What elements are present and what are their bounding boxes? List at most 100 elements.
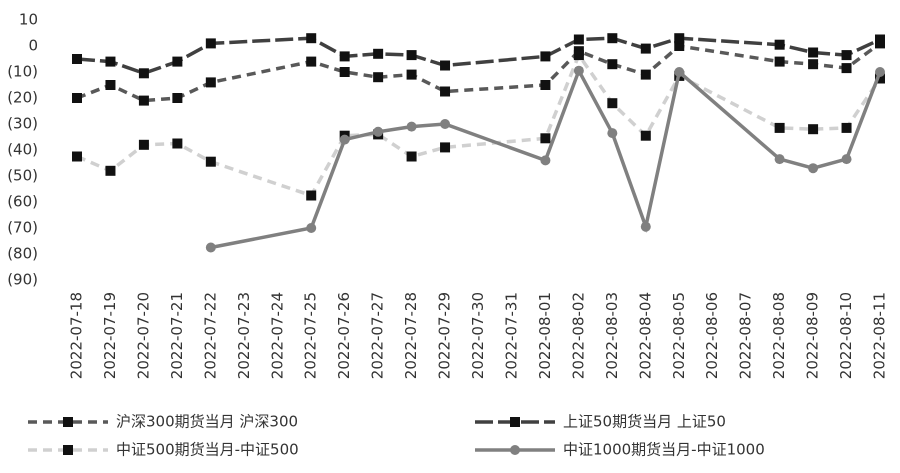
marker (406, 50, 417, 61)
marker (172, 56, 183, 67)
marker (607, 59, 618, 70)
marker (774, 39, 785, 50)
y-tick-label: (10) (7, 63, 38, 81)
marker (841, 122, 852, 133)
y-tick-label: (60) (7, 193, 38, 211)
marker (440, 60, 451, 71)
marker (640, 221, 651, 232)
marker (105, 165, 116, 176)
marker (808, 124, 819, 135)
x-tick-label: 2022-07-20 (134, 292, 152, 379)
x-tick-label: 2022-07-24 (268, 292, 286, 379)
marker (841, 154, 852, 165)
marker (573, 65, 584, 76)
marker (674, 41, 685, 51)
marker (172, 93, 183, 103)
marker (607, 98, 618, 109)
marker (339, 134, 350, 145)
legend-label: 沪深300期货当月 沪深300 (116, 413, 298, 431)
y-tick-label: 0 (28, 37, 38, 55)
marker (640, 69, 651, 80)
marker (808, 163, 819, 174)
marker (406, 69, 417, 80)
x-tick-label: 2022-07-23 (235, 292, 253, 379)
marker (306, 190, 317, 201)
legend-label: 上证50期货当月 上证50 (563, 413, 726, 431)
marker (774, 154, 785, 165)
x-tick-label: 2022-08-11 (871, 292, 889, 379)
marker (72, 54, 82, 64)
x-tick-label: 2022-08-08 (770, 292, 788, 379)
legend-marker (510, 445, 520, 455)
marker (607, 128, 618, 139)
x-tick-label: 2022-08-04 (636, 292, 654, 379)
x-tick-label: 2022-07-27 (369, 292, 387, 379)
marker (540, 155, 551, 166)
x-tick-label: 2022-07-21 (168, 292, 186, 379)
x-tick-label: 2022-08-06 (703, 292, 721, 379)
marker (138, 95, 149, 106)
marker (373, 72, 384, 83)
x-tick-label: 2022-08-03 (603, 292, 621, 379)
marker (306, 223, 317, 233)
marker (841, 63, 852, 74)
legend-marker (63, 445, 73, 455)
marker (205, 242, 216, 253)
marker (540, 133, 551, 144)
marker (373, 48, 384, 59)
x-tick-label: 2022-07-25 (302, 292, 320, 379)
y-tick-label: (20) (7, 89, 38, 107)
marker (540, 80, 551, 90)
x-tick-label: 2022-07-31 (502, 292, 520, 379)
y-tick-label: (70) (7, 219, 38, 237)
x-tick-label: 2022-07-26 (335, 292, 353, 379)
marker (406, 151, 417, 162)
marker (875, 67, 885, 77)
x-tick-label: 2022-08-05 (670, 292, 688, 379)
marker (808, 47, 819, 58)
marker (105, 80, 116, 90)
marker (406, 121, 417, 132)
marker (808, 59, 819, 70)
marker (138, 68, 149, 79)
x-tick-label: 2022-07-22 (201, 292, 219, 379)
marker (306, 33, 317, 44)
marker (205, 77, 216, 88)
marker (640, 130, 651, 141)
marker (172, 138, 183, 149)
marker (573, 34, 584, 45)
marker (339, 51, 350, 62)
marker (674, 67, 685, 77)
marker (674, 33, 685, 44)
marker (440, 119, 451, 129)
marker (774, 56, 785, 67)
marker (72, 93, 82, 103)
legend-marker (510, 417, 520, 427)
legend-label: 中证1000期货当月-中证1000 (563, 441, 765, 459)
legend-label: 中证500期货当月-中证500 (116, 441, 299, 459)
x-tick-label: 2022-07-19 (101, 292, 119, 379)
marker (339, 67, 350, 77)
y-tick-label: 10 (19, 11, 38, 29)
y-tick-label: (30) (7, 115, 38, 133)
y-tick-label: (80) (7, 245, 38, 263)
x-tick-label: 2022-07-29 (436, 292, 454, 379)
marker (373, 126, 384, 137)
series-line (76, 36, 881, 76)
y-tick-label: (50) (7, 167, 38, 185)
marker (875, 34, 885, 45)
marker (138, 139, 149, 150)
y-tick-label: (90) (7, 271, 38, 289)
x-tick-label: 2022-07-28 (402, 292, 420, 379)
marker (205, 38, 216, 49)
y-tick-label: (40) (7, 141, 38, 159)
marker (306, 56, 317, 67)
x-tick-label: 2022-07-30 (469, 292, 487, 379)
marker (105, 56, 116, 67)
x-tick-label: 2022-07-18 (68, 292, 86, 379)
marker (607, 33, 618, 44)
marker (573, 50, 584, 61)
marker (205, 156, 216, 167)
marker (440, 86, 451, 97)
